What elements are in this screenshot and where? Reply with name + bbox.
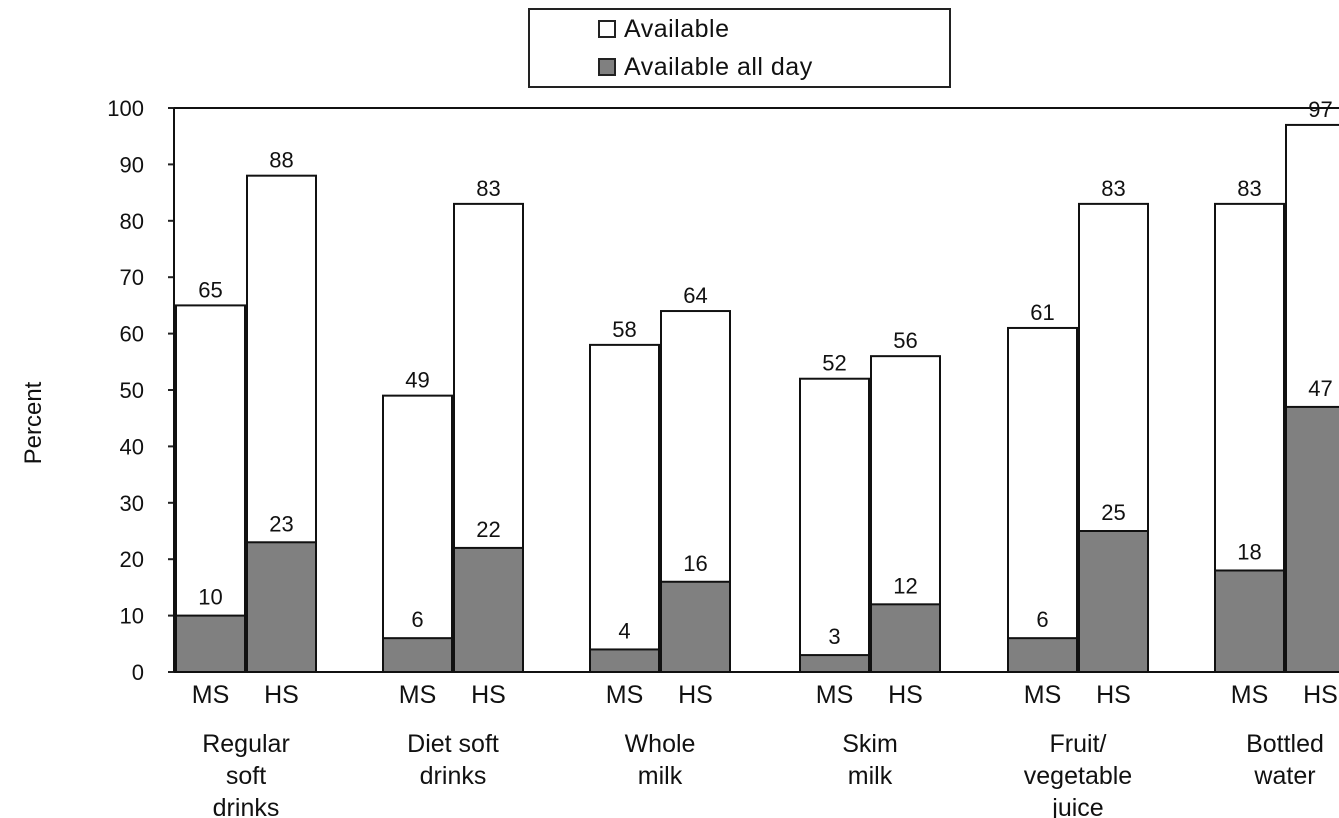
bar-available bbox=[382, 394, 453, 673]
x-tick-label: MS bbox=[192, 681, 230, 709]
bar-available bbox=[175, 304, 246, 673]
y-tick-label: 10 bbox=[120, 604, 144, 629]
category-label: Fruit/ bbox=[1050, 730, 1107, 758]
legend-label-available: Available bbox=[624, 14, 730, 43]
legend-swatch-available-all-day bbox=[598, 58, 616, 76]
data-label-available: 58 bbox=[612, 317, 636, 342]
x-tick-label: MS bbox=[1024, 681, 1062, 709]
y-tick-label: 70 bbox=[120, 265, 144, 290]
bar-available-all-day bbox=[1285, 405, 1339, 673]
bar-available-all-day bbox=[799, 654, 870, 674]
data-label-available-all-day: 22 bbox=[476, 517, 500, 542]
data-label-available: 65 bbox=[198, 277, 222, 302]
data-label-available: 64 bbox=[683, 283, 707, 308]
category-label: water bbox=[1253, 762, 1315, 790]
bar-available bbox=[589, 343, 660, 673]
bar-available-all-day bbox=[870, 603, 941, 674]
data-label-available: 49 bbox=[405, 368, 429, 393]
bar-available-all-day bbox=[589, 648, 660, 674]
data-label-available: 97 bbox=[1308, 97, 1332, 122]
data-label-available: 83 bbox=[1101, 176, 1125, 201]
y-tick-label: 20 bbox=[120, 547, 144, 572]
bar-available-all-day bbox=[660, 580, 731, 674]
bar-available-all-day bbox=[1078, 530, 1149, 673]
data-label-available-all-day: 6 bbox=[1036, 607, 1048, 632]
category-label: Bottled bbox=[1246, 730, 1324, 758]
category-label: milk bbox=[638, 762, 683, 790]
data-label-available: 56 bbox=[893, 328, 917, 353]
bar-available-all-day bbox=[1214, 569, 1285, 673]
legend-item-available-all-day: Available all day bbox=[598, 52, 813, 82]
data-label-available-all-day: 18 bbox=[1237, 539, 1261, 564]
x-tick-label: HS bbox=[471, 681, 506, 709]
category-label: milk bbox=[848, 762, 893, 790]
data-label-available: 52 bbox=[822, 351, 846, 376]
bar-available-all-day bbox=[175, 614, 246, 673]
category-label: juice bbox=[1051, 794, 1103, 818]
x-tick-label: HS bbox=[678, 681, 713, 709]
x-tick-label: HS bbox=[1303, 681, 1338, 709]
category-label: Skim bbox=[842, 730, 898, 758]
bar-available-all-day bbox=[1007, 637, 1078, 673]
data-label-available: 88 bbox=[269, 148, 293, 173]
x-tick-label: HS bbox=[264, 681, 299, 709]
x-tick-label: MS bbox=[816, 681, 854, 709]
data-label-available: 83 bbox=[476, 176, 500, 201]
bar-available-all-day bbox=[382, 637, 453, 673]
y-tick-label: 90 bbox=[120, 152, 144, 177]
category-label: drinks bbox=[420, 762, 487, 790]
data-label-available-all-day: 12 bbox=[893, 573, 917, 598]
data-label-available-all-day: 4 bbox=[618, 618, 630, 643]
y-tick-label: 50 bbox=[120, 378, 144, 403]
data-label-available: 61 bbox=[1030, 300, 1054, 325]
y-tick-label: 40 bbox=[120, 434, 144, 459]
category-label: Whole bbox=[625, 730, 696, 758]
x-tick-label: HS bbox=[1096, 681, 1131, 709]
y-tick-label: 80 bbox=[120, 209, 144, 234]
data-label-available-all-day: 6 bbox=[411, 607, 423, 632]
data-label-available-all-day: 3 bbox=[828, 624, 840, 649]
legend: Available Available all day bbox=[528, 8, 951, 88]
y-tick-label: 60 bbox=[120, 322, 144, 347]
category-label: drinks bbox=[213, 794, 280, 818]
data-label-available-all-day: 10 bbox=[198, 585, 222, 610]
category-label: vegetable bbox=[1024, 762, 1132, 790]
legend-swatch-available bbox=[598, 20, 616, 38]
x-tick-label: MS bbox=[1231, 681, 1269, 709]
category-label: Regular bbox=[202, 730, 290, 758]
data-label-available-all-day: 16 bbox=[683, 551, 707, 576]
y-tick-label: 100 bbox=[107, 96, 144, 121]
legend-item-available: Available bbox=[598, 14, 730, 44]
data-label-available-all-day: 47 bbox=[1308, 376, 1332, 401]
y-tick-label: 0 bbox=[132, 660, 144, 685]
x-tick-label: MS bbox=[606, 681, 644, 709]
data-label-available-all-day: 23 bbox=[269, 511, 293, 536]
y-tick-label: 30 bbox=[120, 491, 144, 516]
data-label-available: 83 bbox=[1237, 176, 1261, 201]
legend-label-available-all-day: Available all day bbox=[624, 52, 813, 81]
bar-available-all-day bbox=[246, 541, 317, 674]
category-label: Diet soft bbox=[407, 730, 499, 758]
category-label: soft bbox=[226, 762, 266, 790]
x-tick-label: MS bbox=[399, 681, 437, 709]
bar-available bbox=[1007, 326, 1078, 673]
x-tick-label: HS bbox=[888, 681, 923, 709]
bar-available-all-day bbox=[453, 546, 524, 673]
data-label-available-all-day: 25 bbox=[1101, 500, 1125, 525]
